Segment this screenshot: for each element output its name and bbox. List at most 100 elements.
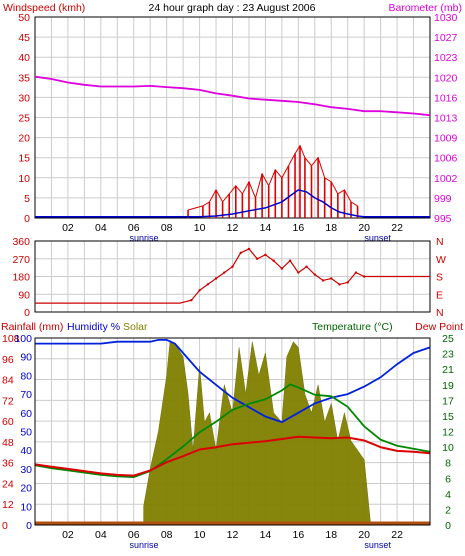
rain-humidity-ticks: 0 12 24 36 48 60 72 84 96 108 0 10 20 30 40 50 60 70 80 90 1… (2, 333, 32, 532)
rain-tick-label: 48 (2, 437, 14, 449)
temperature-tick-label: 19 (442, 380, 454, 392)
wind-tick-label: 30 (18, 92, 30, 104)
rain-tick-label: 36 (2, 458, 14, 470)
sunrise-label-bottom: sunrise (129, 540, 158, 550)
hour-tick-label: 12 (227, 222, 239, 234)
sunset-label: sunset (364, 233, 391, 243)
hour-tick-label: 22 (391, 222, 403, 234)
hour-tick-label: 16 (292, 529, 304, 541)
temperature-ticks: 0 2 4 6 8 10 12 15 17 19 21 23 25 (442, 333, 454, 532)
temperature-tick-label: 15 (442, 411, 454, 423)
temperature-line (34, 435, 431, 477)
barometer-tick-label: 1009 (434, 133, 458, 145)
temperature-tick-label: 2 (445, 504, 451, 516)
compass-tick-label: N (436, 307, 444, 319)
barometer-tick-label: 1027 (434, 32, 458, 44)
wind-axis-title: Windspeed (kmh) (3, 2, 85, 14)
hour-tick-label: 10 (194, 222, 206, 234)
direction-point (288, 259, 292, 262)
direction-tick-label: 270 (12, 254, 30, 266)
barometer-tick-label: 1002 (434, 173, 458, 185)
hour-tick-label: 20 (358, 529, 370, 541)
humidity-tick-label: 10 (20, 501, 32, 513)
rain-tick-label: 84 (2, 375, 14, 387)
panel3-series (34, 338, 431, 526)
wind-tick-label: 25 (18, 113, 30, 125)
panel1-grid (34, 16, 431, 219)
wind-average-line (35, 189, 430, 218)
direction-point (255, 257, 259, 260)
barometer-tick-label: 1020 (434, 72, 458, 84)
hour-tick-label: 02 (62, 529, 74, 541)
rain-tick-label: 24 (2, 478, 14, 490)
hour-tick-label: 20 (358, 222, 370, 234)
humidity-tick-label: 50 (20, 427, 32, 439)
hour-tick-label: 08 (161, 222, 173, 234)
legend-temperature: Temperature (°C) (312, 321, 393, 333)
panel3-hour-ticks: 02 04 06 08 10 12 14 16 18 20 22 (62, 529, 403, 541)
hour-tick-label: 06 (128, 529, 140, 541)
barometer-tick-label: 1006 (434, 153, 458, 165)
legend-humidity: Humidity % (67, 321, 120, 333)
wind-tick-label: 20 (18, 133, 30, 145)
barometer-tick-label: 995 (434, 213, 452, 225)
rain-tick-label: 108 (2, 333, 20, 345)
wind-tick-label: 40 (18, 52, 30, 64)
compass-tick-label: E (436, 289, 443, 301)
wind-tick-label: 45 (18, 32, 30, 44)
temperature-tick-label: 21 (442, 364, 454, 376)
humidity-tick-label: 100 (14, 333, 32, 345)
wind-ticks: 0 5 10 15 20 25 30 35 40 45 50 (18, 12, 30, 225)
hour-tick-label: 02 (62, 222, 74, 234)
wind-tick-label: 0 (24, 213, 30, 225)
direction-degree-ticks: 0 90 180 270 360 (12, 236, 30, 319)
barometer-tick-label: 1013 (434, 113, 458, 125)
legend-rainfall: Rainfall (mm) (1, 321, 63, 333)
compass-tick-label: S (436, 272, 443, 284)
solar-area (143, 341, 371, 526)
direction-point (354, 271, 358, 274)
wind-tick-label: 15 (18, 153, 30, 165)
chart-title: 24 hour graph day : 23 August 2006 (149, 2, 316, 14)
temperature-tick-label: 4 (445, 489, 451, 501)
direction-point (190, 298, 193, 302)
direction-point (231, 265, 234, 268)
direction-point (313, 273, 316, 276)
barometer-tick-label: 999 (434, 193, 452, 205)
sunrise-label: sunrise (129, 233, 158, 243)
panel1-series (34, 75, 431, 218)
rain-tick-label: 0 (2, 520, 8, 532)
humidity-tick-label: 0 (26, 520, 32, 532)
barometer-ticks: 995 999 1002 1006 1009 1013 1016 1020 1023 1027 10… (434, 12, 458, 225)
rain-tick-label: 60 (2, 416, 14, 428)
direction-point (214, 277, 218, 280)
direction-tick-label: 360 (12, 236, 30, 248)
direction-point (321, 279, 325, 282)
wind-tick-label: 10 (18, 173, 30, 185)
humidity-tick-label: 30 (20, 464, 32, 476)
direction-point (247, 247, 251, 251)
hour-tick-label: 22 (391, 529, 403, 541)
direction-point (297, 271, 300, 274)
wind-tick-label: 50 (18, 12, 30, 24)
temperature-tick-label: 10 (442, 442, 454, 454)
direction-point (305, 265, 308, 268)
direction-point (239, 251, 242, 255)
legend-solar: Solar (123, 321, 148, 333)
temperature-tick-label: 23 (442, 349, 454, 361)
direction-point (264, 253, 267, 257)
direction-point (346, 281, 349, 284)
hour-tick-label: 12 (227, 529, 239, 541)
humidity-tick-label: 20 (20, 483, 32, 495)
temperature-tick-label: 8 (445, 458, 451, 470)
direction-point (206, 283, 210, 286)
humidity-tick-label: 80 (20, 370, 32, 382)
temperature-tick-label: 0 (445, 520, 451, 532)
hour-tick-label: 10 (194, 529, 206, 541)
sunset-label-bottom: sunset (364, 540, 391, 550)
direction-point (330, 277, 333, 280)
rain-tick-label: 96 (2, 354, 14, 366)
